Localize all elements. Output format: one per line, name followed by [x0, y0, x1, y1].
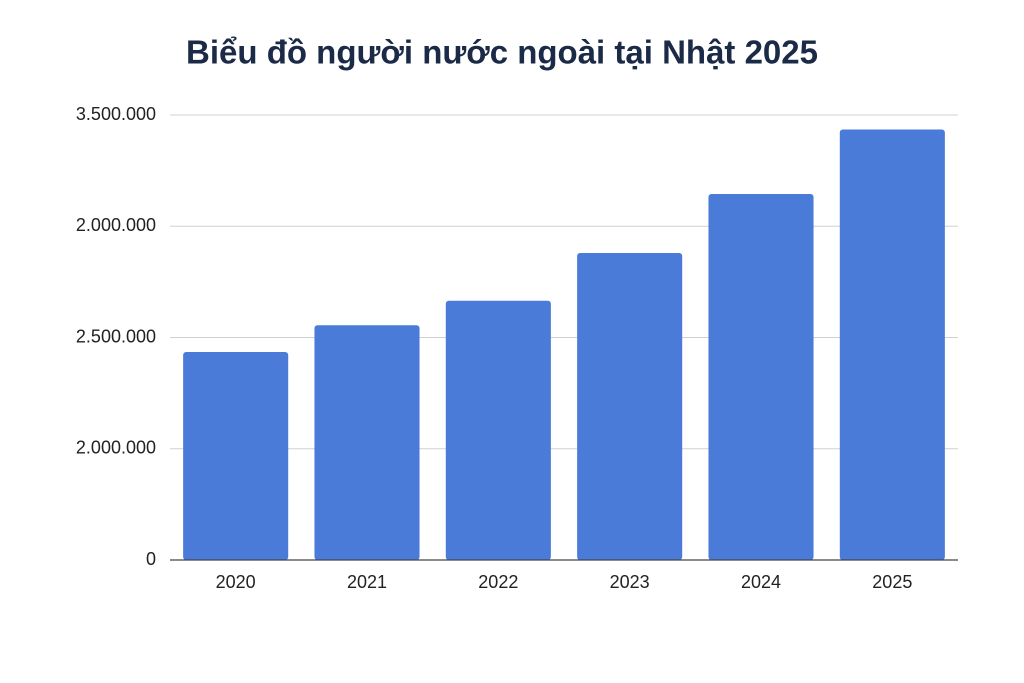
x-tick-label: 2021 [347, 572, 387, 592]
y-tick-label: 0 [146, 549, 156, 569]
bar [577, 252, 683, 560]
x-tick-label: 2024 [741, 572, 781, 592]
bar [839, 129, 945, 560]
bar [314, 325, 420, 560]
y-tick-label: 3.500.000 [76, 104, 156, 124]
y-tick-label: 2.000.000 [76, 438, 156, 458]
bar [183, 351, 289, 560]
bar [445, 300, 551, 560]
y-tick-label: 2.000.000 [76, 215, 156, 235]
x-tick-label: 2025 [872, 572, 912, 592]
bar [708, 193, 814, 560]
x-tick-label: 2022 [478, 572, 518, 592]
chart-title: Biểu đồ người nước ngoài tại Nhật 2025 [186, 34, 818, 71]
x-tick-label: 2020 [216, 572, 256, 592]
y-tick-label: 2.500.000 [76, 326, 156, 346]
x-tick-label: 2023 [610, 572, 650, 592]
